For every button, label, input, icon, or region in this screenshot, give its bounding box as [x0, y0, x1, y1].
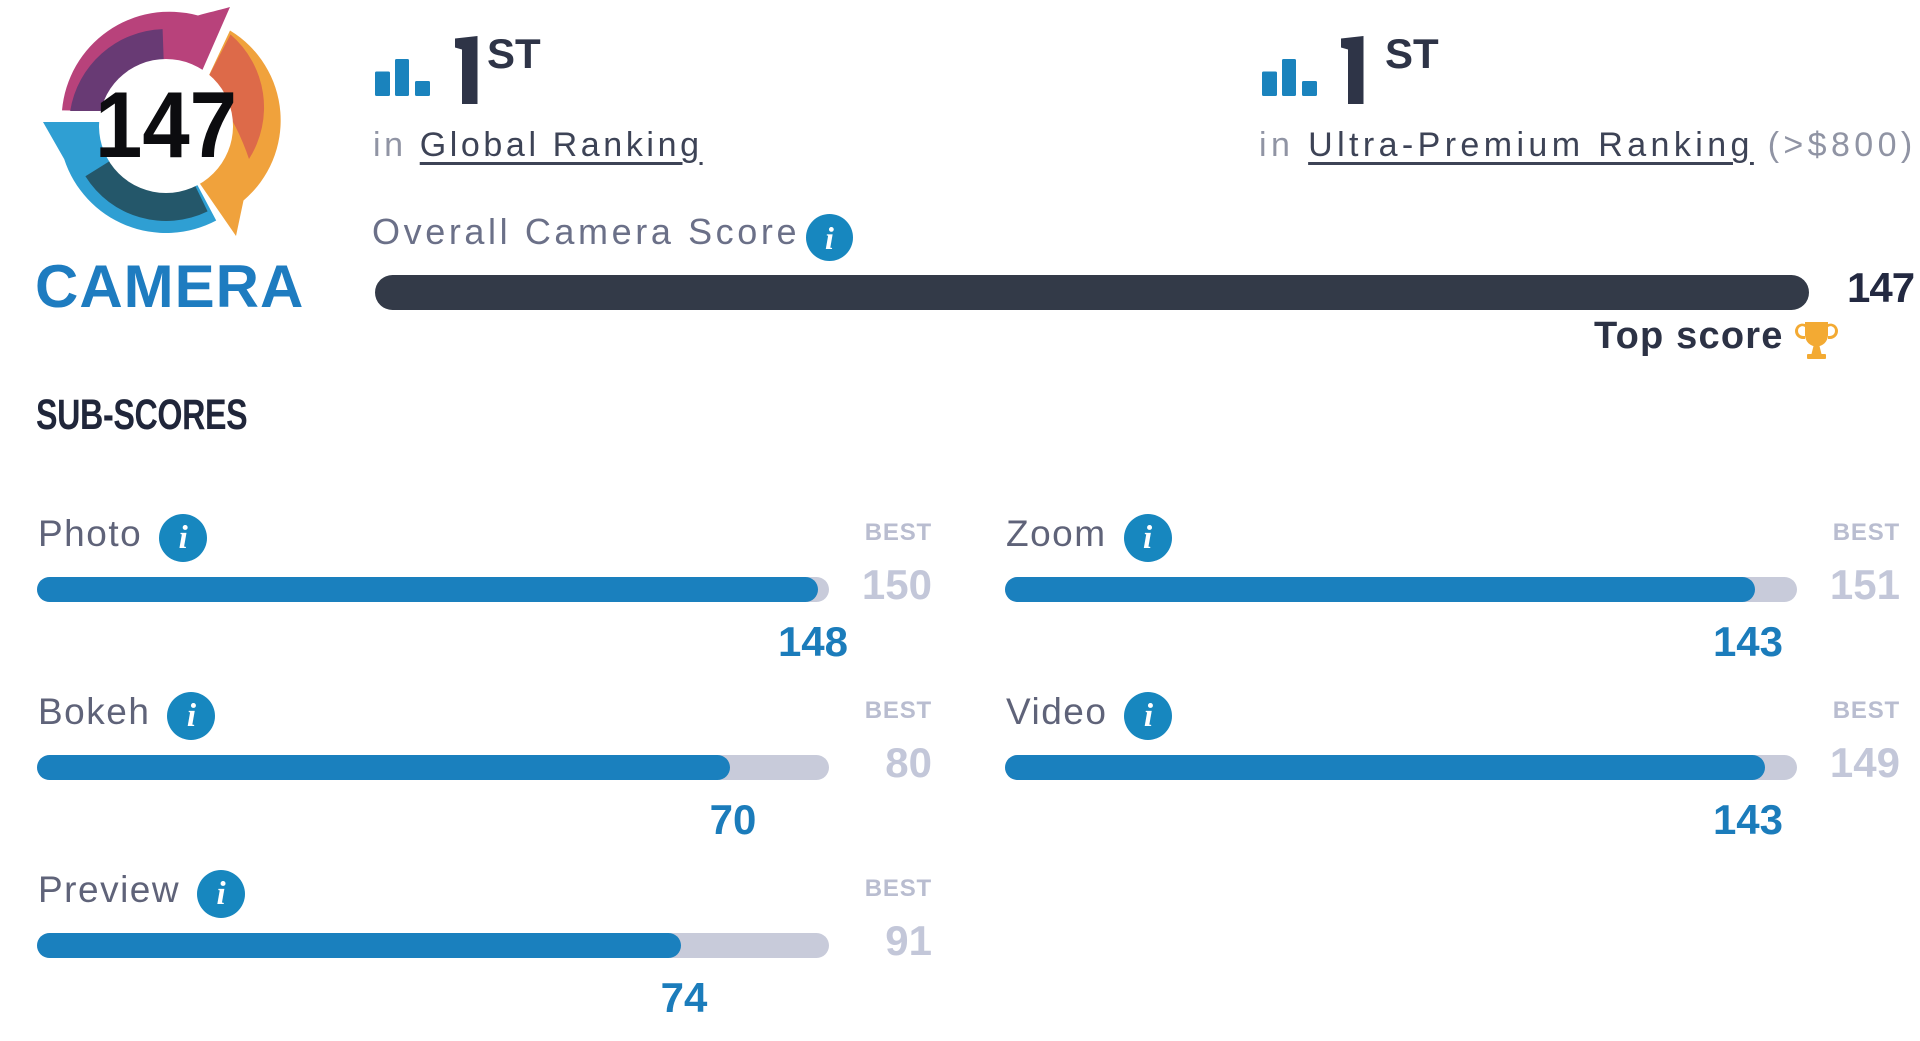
svg-text:147: 147 [95, 72, 237, 177]
